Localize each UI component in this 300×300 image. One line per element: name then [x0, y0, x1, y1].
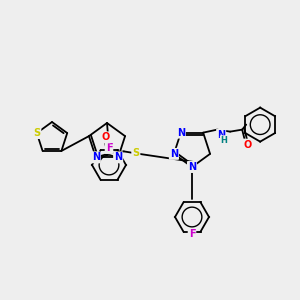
Text: F: F [106, 143, 112, 153]
Text: N: N [114, 152, 122, 162]
Text: F: F [189, 229, 195, 239]
Text: O: O [243, 140, 251, 150]
Text: N: N [92, 152, 100, 162]
Text: O: O [102, 132, 110, 142]
Text: N: N [188, 162, 196, 172]
Text: N: N [170, 149, 178, 159]
Text: N: N [177, 128, 185, 138]
Text: H: H [221, 136, 228, 145]
Text: S: S [132, 148, 140, 158]
Text: N: N [217, 130, 225, 140]
Text: S: S [33, 128, 40, 138]
